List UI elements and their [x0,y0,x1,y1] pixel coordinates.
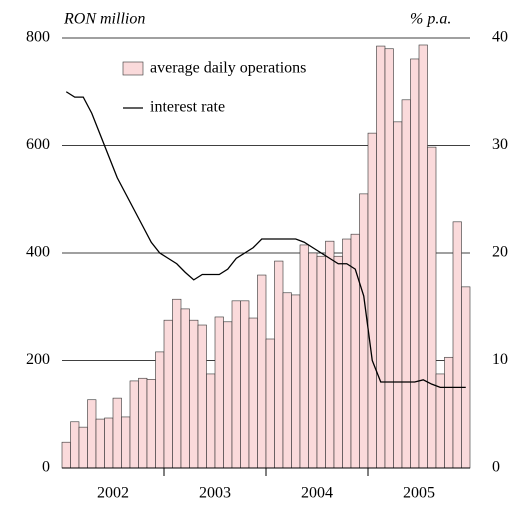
bar [333,255,343,469]
bar [231,300,241,469]
bar [452,221,462,469]
bar [248,317,258,469]
x-tick-label: 2005 [403,485,435,502]
bar [393,121,403,469]
bar [129,380,139,469]
legend-label: average daily operations [150,60,306,77]
legend-label: interest rate [150,99,225,116]
bar [104,417,114,469]
bar [418,44,428,469]
y-tick-label: 200 [26,351,50,368]
bar [214,316,224,469]
bar [87,399,97,469]
bar [325,240,335,469]
bar [274,260,284,469]
y2-tick-label: 40 [492,29,508,46]
left-unit: RON million [63,11,145,28]
bar [359,193,369,469]
bar [265,338,275,469]
x-tick-label: 2004 [301,485,333,502]
bar [146,379,156,469]
bar [223,321,233,469]
bar [70,421,80,469]
y2-tick-label: 0 [492,459,500,476]
bar [197,324,207,469]
bar [291,294,301,469]
bar [206,373,216,469]
bar [435,373,445,469]
y-tick-label: 800 [26,29,50,46]
bar [282,292,292,469]
bar [112,397,122,469]
bar [384,48,394,469]
y2-tick-label: 20 [492,244,508,261]
y-tick-label: 400 [26,244,50,261]
bar [376,45,386,469]
bar [155,351,165,469]
bar [95,418,105,469]
bar [299,244,309,469]
right-unit: % p.a. [410,11,451,28]
bar [410,58,420,469]
bar [61,441,71,469]
bar [138,377,148,469]
bar [78,426,88,469]
bar [316,255,326,469]
bar [180,308,190,469]
x-tick-label: 2002 [97,485,129,502]
line [65,91,466,389]
bar [257,274,267,469]
bar [189,319,199,469]
y2-tick-label: 10 [492,351,508,368]
bar [172,298,182,469]
bar [427,146,437,469]
y-tick-label: 0 [42,459,50,476]
bar [342,238,352,469]
bar [367,132,377,469]
bar [240,300,250,469]
bar [444,356,454,469]
y2-tick-label: 30 [492,136,508,153]
x-tick-label: 2003 [199,485,231,502]
bar [401,99,411,469]
bar [121,416,131,469]
y-tick-label: 600 [26,136,50,153]
bar [461,286,471,469]
legend-swatch [122,61,144,76]
bar [163,319,173,469]
bar [308,252,318,469]
